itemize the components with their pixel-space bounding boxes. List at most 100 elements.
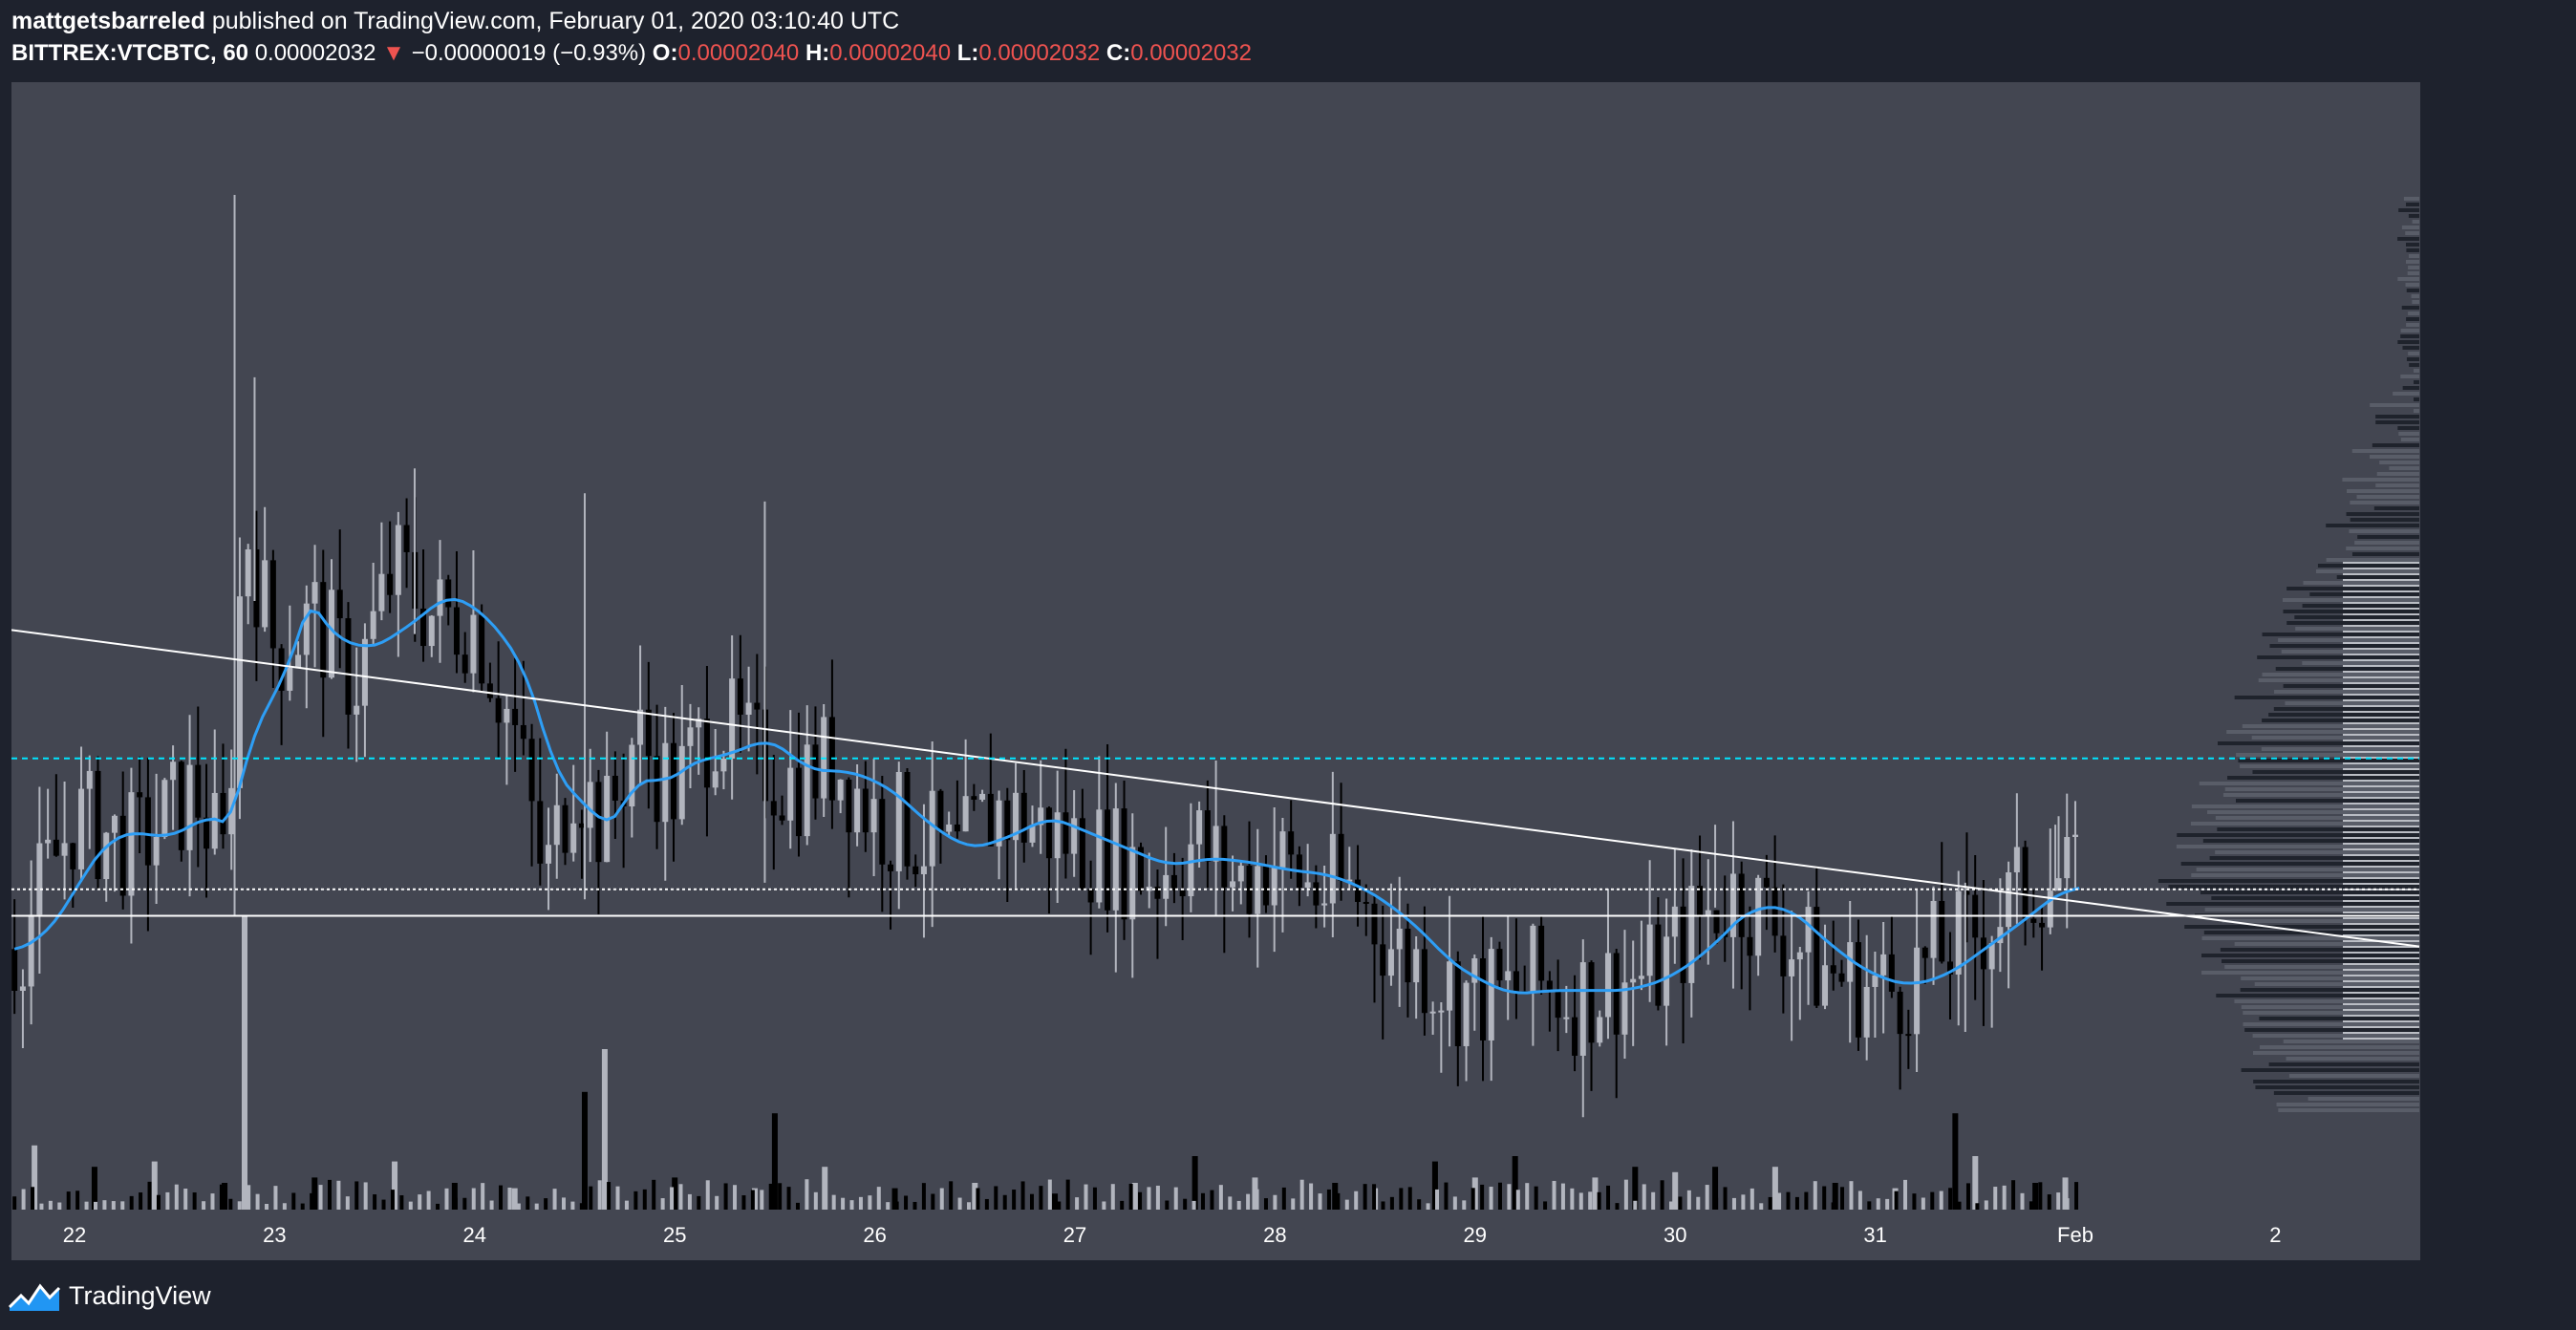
- volume-bar: [1750, 1188, 1754, 1210]
- candle-body: [144, 797, 151, 866]
- volume-bar: [579, 1203, 584, 1210]
- candle-body: [1588, 962, 1595, 1043]
- candle-body: [770, 801, 777, 816]
- volume-profile-bar: [2389, 466, 2419, 470]
- volume-bar: [1822, 1186, 1827, 1210]
- chart-pane[interactable]: 0.000021900.000020320.000020000.00002900…: [11, 82, 2420, 1260]
- candle-body: [295, 654, 302, 668]
- candle-body: [754, 702, 761, 710]
- candle-body: [2047, 890, 2053, 928]
- volume-bar: [1336, 1192, 1341, 1210]
- volume-profile-bar: [2278, 1108, 2419, 1112]
- candle-body: [1988, 943, 1995, 970]
- volume-profile-bar: [2315, 569, 2419, 573]
- volume-bar: [1632, 1167, 1639, 1210]
- last-price: 0.00002032: [254, 40, 376, 66]
- candle-body: [1137, 847, 1144, 891]
- volume-bar: [1191, 1200, 1196, 1210]
- volume-bar: [222, 1183, 228, 1210]
- candle-body: [1680, 906, 1686, 983]
- volume-bar: [1921, 1197, 1925, 1210]
- candle-body: [637, 709, 644, 745]
- volume-profile-bar: [2303, 581, 2419, 585]
- candle-body: [328, 590, 334, 678]
- price-chart[interactable]: 0.000021900.000020320.000020000.00002900…: [11, 82, 2420, 1260]
- volume-bar: [2020, 1192, 2025, 1210]
- candle-body: [470, 614, 477, 674]
- volume-profile-bar: [2224, 965, 2419, 969]
- candle-body: [729, 678, 736, 760]
- volume-bar: [822, 1167, 828, 1210]
- volume-profile-bar: [2168, 885, 2419, 889]
- candle-body: [1747, 936, 1753, 956]
- volume-bar: [1975, 1203, 1980, 1210]
- volume-bar: [1417, 1199, 1422, 1210]
- candle-body: [920, 866, 927, 875]
- volume-profile-bar: [2262, 673, 2419, 676]
- volume-bar: [904, 1195, 909, 1210]
- candle-body: [1538, 925, 1545, 981]
- candle-body: [1805, 907, 1812, 953]
- candle-body: [1288, 831, 1295, 855]
- volume-bar: [1489, 1187, 1493, 1210]
- volume-profile-bar: [2379, 461, 2419, 464]
- volume-bar: [570, 1201, 575, 1210]
- candle-body: [1471, 957, 1478, 983]
- candle-body: [720, 759, 727, 772]
- candle-body: [479, 614, 485, 684]
- candle-body: [1179, 890, 1186, 896]
- candle-body: [445, 579, 452, 608]
- candle-body: [1855, 942, 1861, 1038]
- volume-profile-bar: [2408, 352, 2419, 355]
- volume-bar: [1480, 1184, 1485, 1210]
- volume-bar: [858, 1196, 863, 1210]
- volume-bar: [507, 1187, 512, 1210]
- volume-bar: [886, 1202, 891, 1210]
- volume-bar: [1912, 1193, 1917, 1210]
- volume-profile-bar: [2309, 592, 2419, 596]
- tradingview-logo-icon[interactable]: [8, 1278, 61, 1313]
- volume-profile-bar: [2288, 1074, 2419, 1078]
- volume-bar: [1623, 1179, 1628, 1210]
- volume-bar: [831, 1194, 836, 1210]
- volume-bar: [1993, 1187, 1998, 1210]
- candle-body: [1513, 971, 1519, 992]
- volume-profile-bar: [2349, 529, 2419, 533]
- candle-body: [1463, 982, 1470, 1046]
- candle-body: [687, 727, 694, 746]
- author-name[interactable]: mattgetsbarreled: [11, 8, 205, 34]
- volume-bar: [1435, 1189, 1440, 1210]
- down-arrow-icon: ▼: [382, 40, 405, 66]
- volume-bar: [1191, 1156, 1198, 1210]
- volume-profile-bar: [2157, 879, 2419, 883]
- volume-bar: [1597, 1191, 1601, 1210]
- candle-body: [1054, 812, 1061, 859]
- volume-profile-bar: [2184, 925, 2419, 929]
- candle-body: [19, 986, 26, 991]
- volume-bar: [1948, 1188, 1953, 1210]
- volume-profile-bar: [2414, 380, 2419, 384]
- volume-bar: [255, 1193, 260, 1210]
- candle-body: [1071, 818, 1078, 854]
- volume-bar: [1029, 1193, 1034, 1210]
- volume-profile-bar: [2302, 604, 2419, 608]
- candle-body: [520, 724, 526, 740]
- candle-body: [1396, 928, 1403, 950]
- volume-profile-bar: [2406, 317, 2419, 321]
- candle-body: [1421, 949, 1428, 1014]
- volume-bar: [1588, 1191, 1593, 1210]
- candle-body: [1371, 903, 1378, 945]
- candle-body: [428, 615, 435, 647]
- volume-bar: [1039, 1186, 1043, 1210]
- candle-body: [1997, 927, 2004, 944]
- candle-body: [987, 793, 994, 847]
- candle-body: [186, 764, 193, 850]
- volume-bar: [1804, 1191, 1809, 1210]
- volume-bar: [561, 1197, 566, 1210]
- candle-body: [888, 864, 894, 871]
- candle-body: [862, 788, 869, 833]
- volume-profile-bar: [2200, 890, 2419, 894]
- volume-bar: [1952, 1113, 1959, 1210]
- candle-body: [462, 654, 468, 674]
- brand-name[interactable]: TradingView: [69, 1280, 211, 1310]
